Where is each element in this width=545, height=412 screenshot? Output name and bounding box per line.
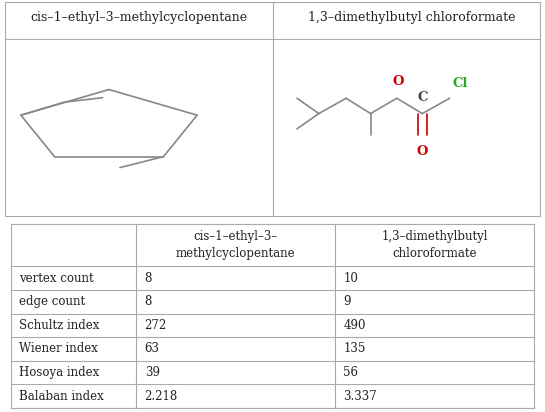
Text: 39: 39 (144, 366, 160, 379)
Text: vertex count: vertex count (19, 272, 94, 285)
Text: cis–1–ethyl–3–
methylcyclopentane: cis–1–ethyl–3– methylcyclopentane (176, 230, 296, 260)
Text: 3.337: 3.337 (343, 390, 377, 403)
Text: Balaban index: Balaban index (19, 390, 104, 403)
Text: 56: 56 (343, 366, 359, 379)
Text: O: O (392, 75, 404, 89)
Text: 8: 8 (144, 272, 152, 285)
Text: 10: 10 (343, 272, 358, 285)
Text: 1,3–dimethylbutyl
chloroformate: 1,3–dimethylbutyl chloroformate (382, 230, 488, 260)
Text: 9: 9 (343, 295, 351, 308)
Text: 63: 63 (144, 342, 160, 356)
Text: 2.218: 2.218 (144, 390, 178, 403)
Text: Cl: Cl (452, 77, 468, 89)
Text: Wiener index: Wiener index (19, 342, 98, 356)
Text: O: O (416, 145, 428, 158)
Text: Hosoya index: Hosoya index (19, 366, 99, 379)
Text: Schultz index: Schultz index (19, 319, 99, 332)
Text: cis–1–ethyl–3–methylcyclopentane: cis–1–ethyl–3–methylcyclopentane (31, 11, 247, 24)
Text: 272: 272 (144, 319, 167, 332)
Text: 8: 8 (144, 295, 152, 308)
Text: 135: 135 (343, 342, 366, 356)
Text: C: C (417, 91, 428, 104)
Text: 1,3–dimethylbutyl chloroformate: 1,3–dimethylbutyl chloroformate (308, 11, 515, 24)
Text: 490: 490 (343, 319, 366, 332)
Text: edge count: edge count (19, 295, 85, 308)
